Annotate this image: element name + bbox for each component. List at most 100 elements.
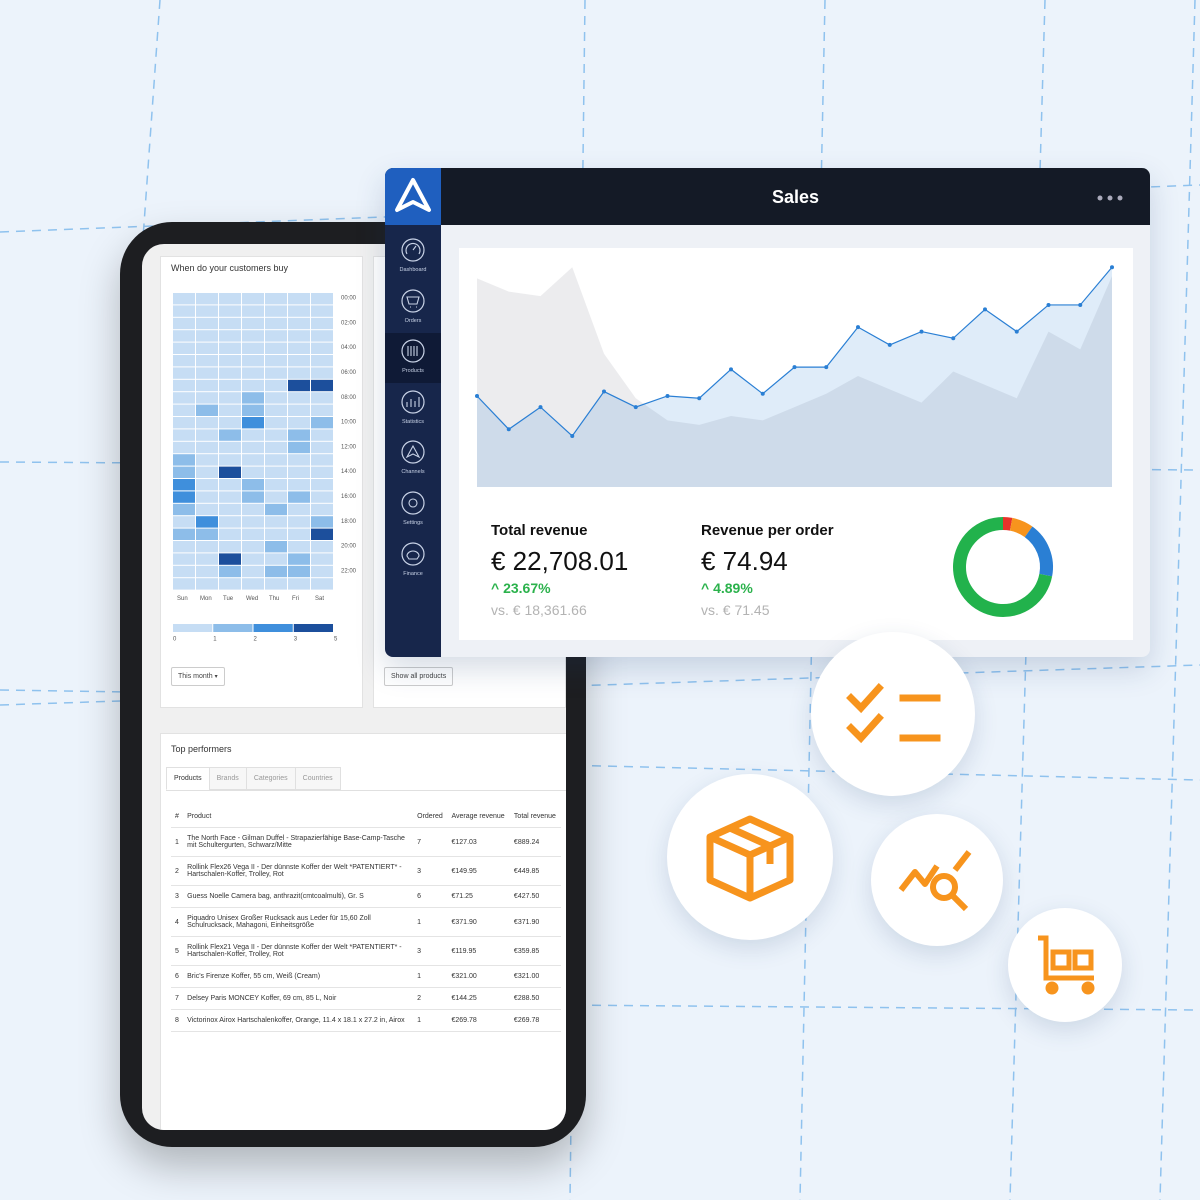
heat-cell [288,379,310,392]
heat-cell [173,404,195,416]
heat-cell [265,578,287,590]
heat-cell [173,342,195,354]
heat-cell [242,342,264,354]
heat-cell [265,305,287,317]
heat-cell [311,305,333,317]
show-all-button[interactable]: Show all products [384,667,454,686]
data-point [1014,329,1019,334]
table-cell: 6 [171,965,184,988]
tab[interactable]: Countries [294,767,341,790]
heat-cell [242,404,264,416]
tablet: When do your customers buy 00:00 02:00 04:… [120,222,586,1147]
table-cell: 1 [171,827,184,857]
table-cell: 1 [413,1009,448,1032]
heat-cell [265,429,287,441]
heat-cell [173,355,195,367]
heat-cell [173,293,195,305]
column-header: # [171,806,184,828]
tab[interactable]: Categories [245,767,296,790]
tab[interactable]: Products [166,767,210,790]
data-point [887,342,892,347]
heat-cell [311,355,333,367]
day-label: Tue [223,596,234,602]
tab[interactable]: Brands [208,767,247,790]
table-cell: 3 [413,936,448,966]
heat-cell [265,404,287,416]
table-cell: €889.24 [509,827,561,857]
nav-icon [401,491,425,515]
heat-cell [242,305,264,317]
heat-cell [265,342,287,354]
nav-icon [401,238,425,262]
heat-cell [196,503,218,516]
current-area [477,267,1112,487]
heat-cell [288,317,310,330]
data-point [602,389,606,394]
nav-item[interactable]: Channels [385,434,441,484]
heat-cell [196,565,218,578]
table-cell: Rollink Flex21 Vega II - Der dünnste Kof… [183,936,414,966]
nav-item[interactable]: Dashboard [385,232,441,282]
heat-cell [173,553,195,565]
nav-item[interactable]: Finance [385,536,441,586]
metric-change: ^ 23.67% [491,580,551,596]
heat-cell [196,305,218,317]
heat-cell [288,392,310,404]
period-dropdown[interactable]: This month ▾ [171,667,225,686]
heat-cell [288,565,310,578]
heat-cell [242,367,264,379]
heat-cell [311,441,333,454]
heat-cell [219,317,241,330]
button-label: This month [178,673,213,680]
heat-cell [242,516,264,528]
heat-cell [219,330,241,342]
data-point [570,433,575,438]
sidebar: Dashboard Orders Products Statistics Channel… [385,225,441,657]
nav-item[interactable]: Orders [385,283,441,333]
heat-cell [173,491,195,503]
heat-cell [265,503,287,516]
heat-cell [311,528,333,540]
heat-cell [265,417,287,429]
nav-item[interactable]: Products [385,333,441,384]
metric-value: € 22,708.01 [491,546,629,576]
heat-cell [265,367,287,379]
heat-cell [288,429,310,441]
nav-item[interactable]: Settings [385,485,441,535]
legend-swatch [253,624,293,632]
more-menu[interactable] [1097,195,1125,201]
logo [385,168,441,225]
heat-cell [311,491,333,503]
heat-cell [265,379,287,392]
heat-cell [265,565,287,578]
heat-cell [173,367,195,379]
heat-cell [219,367,241,379]
table-cell: 6 [413,885,448,908]
heat-cell [196,441,218,454]
heat-cell [242,553,264,565]
donut-segment [953,517,1053,617]
tabs: Products Brands Categories Countries [166,767,566,791]
hour-label: 02:00 [341,320,357,326]
nav-label: Orders [404,317,422,324]
data-point [729,367,733,372]
column-header: Product [183,806,414,828]
heat-cell [219,293,241,305]
table-cell: Bric's Firenze Koffer, 55 cm, Weiß (Crea… [183,965,414,988]
heat-cell [288,516,310,528]
heat-cell [219,466,241,478]
table-cell: €288.50 [509,987,561,1010]
metric-comparison: vs. € 18,361.66 [491,602,587,618]
data-point [856,325,860,330]
heat-cell [219,379,241,392]
heat-cell [173,417,195,429]
data-point [697,396,702,401]
table-cell: 3 [171,885,184,908]
nav-item[interactable]: Statistics [385,384,441,434]
data-point [760,391,765,396]
heat-cell [242,454,264,466]
heat-cell [173,317,195,330]
heat-cell [311,330,333,342]
heat-cell [219,491,241,503]
table-row: 1 The North Face - Gilman Duffel - Strapa… [171,827,561,857]
